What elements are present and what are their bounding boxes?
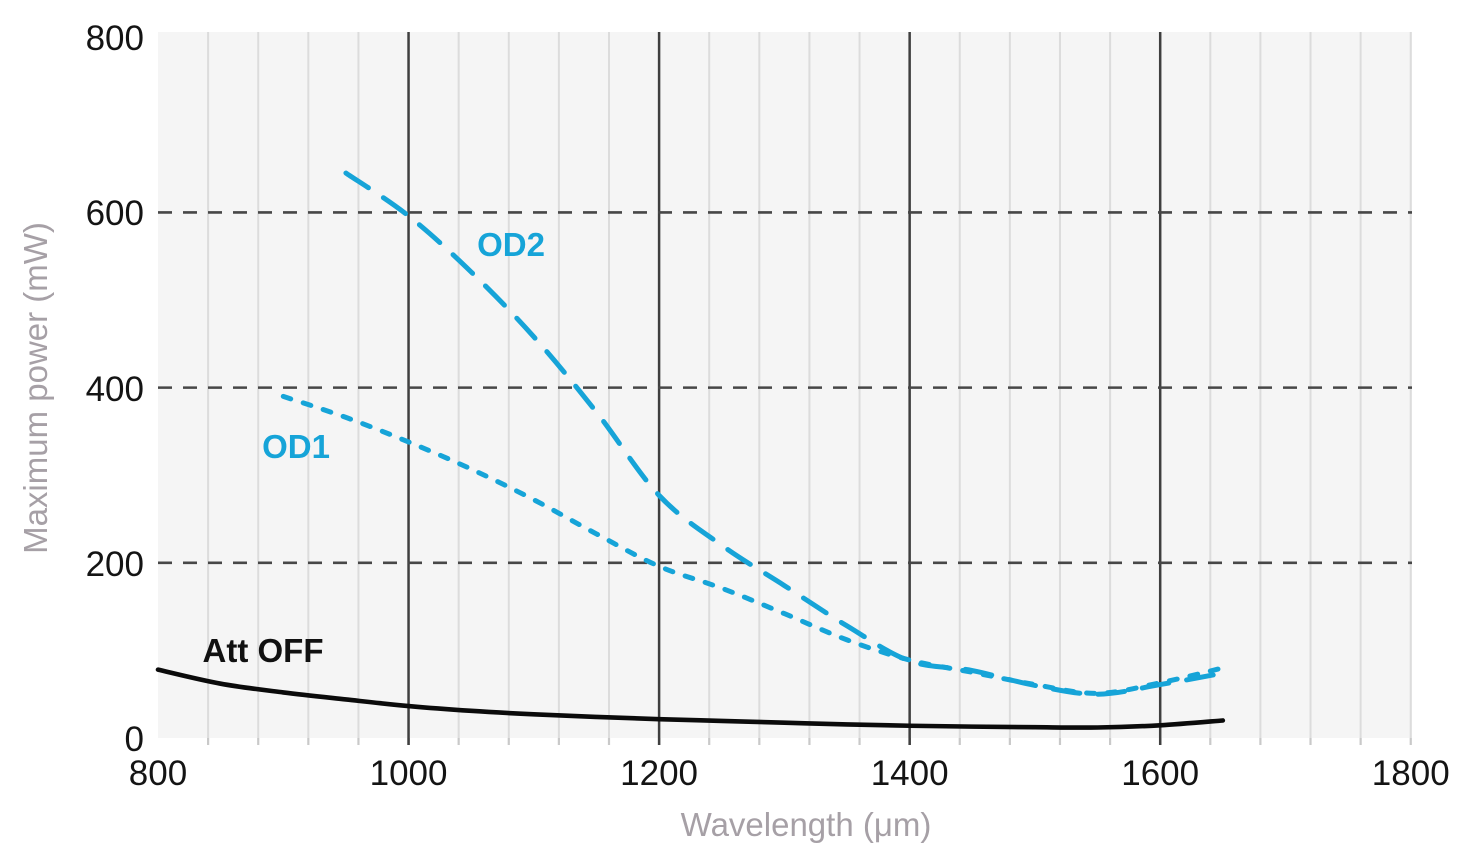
x-tick-label-1400: 1400 bbox=[870, 754, 949, 793]
plot-area bbox=[158, 32, 1412, 738]
series-line-att-off bbox=[155, 667, 1226, 730]
series-label-od2: OD2 bbox=[477, 226, 545, 263]
y-axis-title: Maximum power (mW) bbox=[17, 222, 54, 554]
y-tick-label-200: 200 bbox=[85, 544, 144, 584]
y-tick-label-800: 800 bbox=[85, 19, 144, 59]
series-label-att-off: Att OFF bbox=[202, 632, 324, 669]
x-tick-label-1000: 1000 bbox=[369, 754, 448, 793]
x-axis-title: Wavelength (μm) bbox=[680, 806, 932, 843]
series-line-od2 bbox=[343, 170, 1226, 697]
y-tick-label-400: 400 bbox=[85, 369, 144, 409]
series-label-od1: OD1 bbox=[262, 428, 330, 465]
x-tick-label-1800: 1800 bbox=[1371, 754, 1450, 793]
y-tick-label-0: 0 bbox=[124, 720, 144, 759]
x-tick-label-1200: 1200 bbox=[620, 754, 699, 793]
x-tick-label-800: 800 bbox=[128, 754, 188, 793]
y-tick-label-600: 600 bbox=[85, 194, 144, 234]
x-tick-label-1600: 1600 bbox=[1121, 754, 1200, 793]
